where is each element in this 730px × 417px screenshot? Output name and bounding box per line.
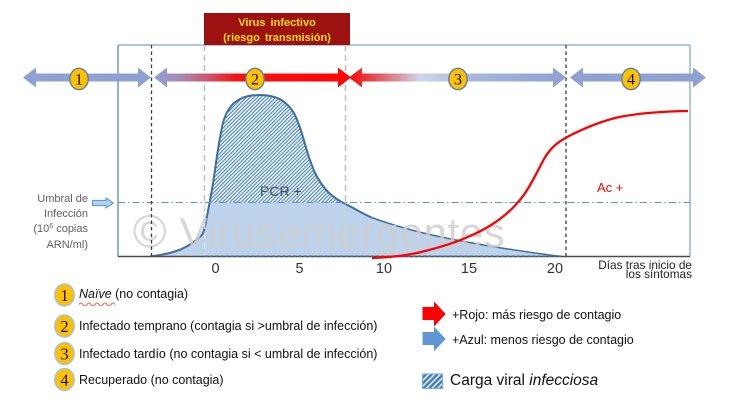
svg-text:1: 1 [75, 72, 83, 89]
svg-text:4: 4 [60, 370, 68, 389]
svg-text:4: 4 [627, 72, 635, 89]
svg-text:3: 3 [60, 344, 68, 363]
svg-text:3: 3 [454, 72, 462, 89]
svg-text:2: 2 [60, 317, 68, 336]
svg-text:2: 2 [251, 72, 259, 89]
svg-text:1: 1 [60, 286, 68, 305]
svg-text:© Virusemergentes: © Virusemergentes [133, 205, 506, 257]
